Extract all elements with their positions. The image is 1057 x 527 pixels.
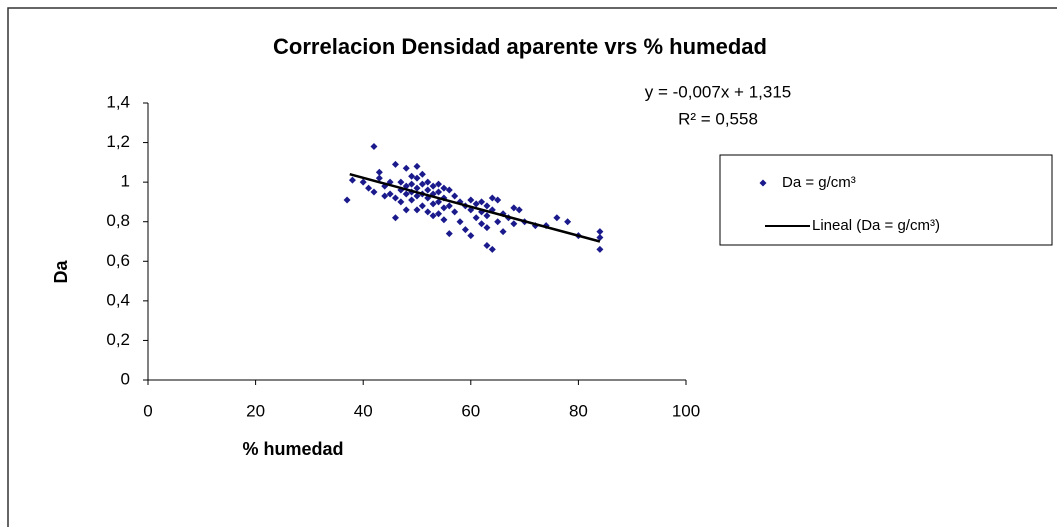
chart-border xyxy=(7,7,1057,527)
data-point xyxy=(391,214,399,222)
data-point xyxy=(370,188,378,196)
data-point xyxy=(467,196,475,204)
data-point xyxy=(413,162,421,170)
data-point xyxy=(359,178,367,186)
x-tick-label: 100 xyxy=(672,401,700,420)
data-point xyxy=(478,198,486,206)
data-point xyxy=(435,210,443,218)
data-point xyxy=(596,245,604,253)
data-point xyxy=(429,182,437,190)
data-point xyxy=(483,202,491,210)
trend-line xyxy=(349,173,601,243)
data-point xyxy=(365,184,373,192)
legend-box xyxy=(719,154,1053,246)
data-point xyxy=(375,168,383,176)
data-point xyxy=(413,184,421,192)
y-tick-label: 1,2 xyxy=(106,132,130,151)
data-point xyxy=(445,202,453,210)
data-point xyxy=(483,212,491,220)
data-point xyxy=(451,208,459,216)
data-point xyxy=(510,220,518,228)
data-point xyxy=(429,212,437,220)
y-tick-label: 0 xyxy=(121,369,130,388)
data-point xyxy=(472,214,480,222)
y-axis-label: Da xyxy=(51,260,71,284)
data-point xyxy=(467,232,475,240)
y-tick-label: 0,4 xyxy=(106,290,130,309)
data-point xyxy=(461,226,469,234)
data-point xyxy=(494,196,502,204)
data-point xyxy=(456,218,464,226)
data-point xyxy=(472,200,480,208)
legend-label: Lineal (Da = g/cm³) xyxy=(812,217,940,234)
legend-marker xyxy=(759,179,767,187)
data-point xyxy=(435,188,443,196)
data-point xyxy=(429,200,437,208)
x-tick-label: 0 xyxy=(143,401,152,420)
legend-label: Da = g/cm³ xyxy=(782,174,856,191)
data-point xyxy=(381,192,389,200)
data-point xyxy=(391,194,399,202)
data-point xyxy=(488,194,496,202)
data-point xyxy=(408,172,416,180)
data-point xyxy=(402,206,410,214)
data-point xyxy=(424,178,432,186)
data-point xyxy=(451,192,459,200)
data-point xyxy=(440,204,448,212)
data-point xyxy=(488,245,496,253)
data-point xyxy=(510,204,518,212)
data-point xyxy=(348,176,356,184)
data-point xyxy=(445,230,453,238)
data-point xyxy=(553,214,561,222)
data-point xyxy=(408,196,416,204)
y-tick-label: 1,4 xyxy=(106,92,130,111)
data-point xyxy=(418,170,426,178)
data-point xyxy=(424,208,432,216)
y-tick-label: 0,6 xyxy=(106,251,130,270)
data-point xyxy=(413,206,421,214)
data-point xyxy=(440,184,448,192)
data-point xyxy=(499,228,507,236)
chart-title: Correlacion Densidad aparente vrs % hume… xyxy=(273,34,767,59)
y-tick-label: 0,8 xyxy=(106,211,130,230)
equation: y = -0,007x + 1,315 xyxy=(645,82,792,101)
x-tick-label: 80 xyxy=(569,401,588,420)
data-point xyxy=(424,186,432,194)
data-point xyxy=(391,160,399,168)
data-point xyxy=(478,220,486,228)
data-point xyxy=(435,198,443,206)
data-point xyxy=(564,218,572,226)
data-point xyxy=(596,234,604,242)
data-point xyxy=(413,192,421,200)
x-tick-label: 40 xyxy=(354,401,373,420)
data-point xyxy=(408,180,416,188)
data-point xyxy=(515,206,523,214)
data-point xyxy=(343,196,351,204)
data-point xyxy=(370,143,378,151)
data-point xyxy=(397,178,405,186)
data-point xyxy=(445,186,453,194)
data-point xyxy=(483,224,491,232)
data-point xyxy=(494,218,502,226)
data-point xyxy=(397,198,405,206)
data-point xyxy=(596,228,604,236)
data-point xyxy=(435,180,443,188)
r-squared: R² = 0,558 xyxy=(678,109,758,128)
data-point xyxy=(386,190,394,198)
data-point xyxy=(402,190,410,198)
data-point xyxy=(418,180,426,188)
data-point xyxy=(375,174,383,182)
x-tick-label: 60 xyxy=(461,401,480,420)
y-tick-label: 0,2 xyxy=(106,330,130,349)
x-axis-label: % humedad xyxy=(242,439,343,459)
data-point xyxy=(418,202,426,210)
x-tick-label: 20 xyxy=(246,401,265,420)
data-point xyxy=(440,216,448,224)
data-point xyxy=(483,241,491,249)
y-tick-label: 1 xyxy=(121,172,130,191)
data-point xyxy=(413,174,421,182)
data-point xyxy=(402,164,410,172)
